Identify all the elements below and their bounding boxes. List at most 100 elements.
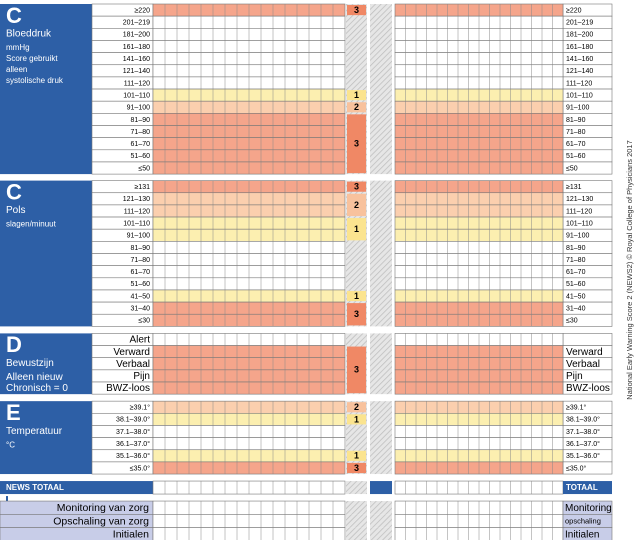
row-label-right: 91–100 xyxy=(566,233,589,240)
row-label: Alert xyxy=(129,335,150,346)
section-note: mmHg xyxy=(6,43,30,52)
badge-column xyxy=(346,527,367,540)
row-label: 51–60 xyxy=(131,281,151,288)
row-label-right: 61–70 xyxy=(566,269,586,276)
section-note: Chronisch = 0 xyxy=(6,383,68,394)
row-label: 101–110 xyxy=(123,220,150,227)
row-label-right: 161–180 xyxy=(566,44,593,51)
row-label-right: 121–140 xyxy=(566,68,593,75)
footer-label: Initialen xyxy=(113,529,149,540)
section-letter: C xyxy=(6,179,22,204)
score-text: 1 xyxy=(354,90,359,100)
label-cell xyxy=(562,333,613,346)
row-label: Pijn xyxy=(133,371,150,382)
section-letter: C xyxy=(6,3,22,28)
badge-column xyxy=(346,481,367,495)
footer-label: Monitoring van zorg xyxy=(57,502,149,514)
section-title: Pols xyxy=(6,205,25,216)
row-label-right: Verbaal xyxy=(566,359,600,370)
side-note: National Early Warning Score 2 (NEWS2) ©… xyxy=(625,140,634,400)
hatch-column xyxy=(370,4,392,175)
score-text: 2 xyxy=(354,200,359,210)
row-label: 41–50 xyxy=(131,293,151,300)
row-label: 35.1–36.0° xyxy=(116,452,150,460)
row-label-right: ≤50 xyxy=(566,165,578,172)
row-label: Verward xyxy=(113,347,150,358)
row-label: 51–60 xyxy=(131,153,151,160)
score-badge xyxy=(347,181,366,192)
footer-label-right: Monitoring xyxy=(565,503,612,514)
hatch-column xyxy=(370,401,392,475)
score-text: 3 xyxy=(354,182,359,192)
row-label-right: 51–60 xyxy=(566,153,586,160)
row-label-right: ≤30 xyxy=(566,318,578,325)
score-badge xyxy=(347,102,366,113)
row-label: 61–70 xyxy=(131,269,151,276)
section-title: Temperatuur xyxy=(6,426,63,437)
row-label: ≤30 xyxy=(138,318,150,325)
score-badge xyxy=(347,193,366,217)
row-label-right: 101–110 xyxy=(566,220,593,227)
footer-label-right: Initialen xyxy=(565,529,599,540)
row-label: 181–200 xyxy=(123,32,150,39)
badge-column xyxy=(346,514,367,528)
row-label: ≤50 xyxy=(138,165,150,172)
row-label-right: 81–90 xyxy=(566,117,586,124)
row-label-right: 71–80 xyxy=(566,129,586,136)
section-letter: E xyxy=(6,400,21,425)
row-label-right: 36.1–37.0° xyxy=(566,440,600,448)
section-title: Bloeddruk xyxy=(6,29,52,40)
score-text: 1 xyxy=(354,291,359,301)
row-label-right: 111–120 xyxy=(566,208,592,215)
score-badge xyxy=(347,346,366,394)
score-badge xyxy=(347,450,366,461)
row-label: 61–70 xyxy=(131,141,151,148)
total-label-bg xyxy=(563,481,612,495)
row-label-right: ≥39.1° xyxy=(566,404,586,412)
footer-label-right: opschaling xyxy=(565,516,601,525)
score-text: 1 xyxy=(354,451,359,461)
footer-label: Opschaling van zorg xyxy=(53,515,149,527)
row-label: 36.1–37.0° xyxy=(116,440,150,448)
row-label-right: 201–219 xyxy=(566,20,593,27)
row-label: ≥39.1° xyxy=(130,404,150,412)
hatch-column xyxy=(370,333,392,395)
row-label-right: BWZ-loos xyxy=(566,383,610,394)
row-label-right: 111–120 xyxy=(566,80,592,87)
score-text: 1 xyxy=(354,414,359,424)
badge-column xyxy=(346,180,367,327)
row-label-right: 141–160 xyxy=(566,56,593,63)
score-text: 3 xyxy=(354,309,359,319)
score-text: 3 xyxy=(354,5,359,15)
score-badge xyxy=(347,5,366,16)
hatch-column xyxy=(370,514,392,528)
row-label: ≥220 xyxy=(134,7,150,14)
row-label-right: ≥131 xyxy=(566,184,582,191)
row-label-right: ≤35.0° xyxy=(566,464,586,472)
row-label: 111–120 xyxy=(124,80,150,87)
score-badge xyxy=(347,114,366,174)
row-label: 121–130 xyxy=(123,196,150,203)
section-panel xyxy=(0,4,92,175)
row-label-right: 37.1–38.0° xyxy=(566,428,600,436)
section-note: systolische druk xyxy=(6,76,64,85)
score-text: 2 xyxy=(354,402,359,412)
row-label: 121–140 xyxy=(123,68,150,75)
score-badge xyxy=(347,290,366,302)
hatch-column xyxy=(370,501,392,515)
score-badge xyxy=(347,462,366,474)
score-badge xyxy=(347,303,366,326)
row-label-right: Pijn xyxy=(566,371,583,382)
score-text: 2 xyxy=(354,102,359,112)
row-label-right: 35.1–36.0° xyxy=(566,452,600,460)
hatch-column xyxy=(370,180,392,327)
total-label-bg xyxy=(0,481,153,495)
row-label: 91–100 xyxy=(127,105,150,112)
section-note: alleen xyxy=(6,65,27,74)
section-panel xyxy=(0,401,92,475)
row-label: 31–40 xyxy=(131,306,151,313)
section-letter: D xyxy=(6,332,22,357)
badge-column xyxy=(346,501,367,515)
